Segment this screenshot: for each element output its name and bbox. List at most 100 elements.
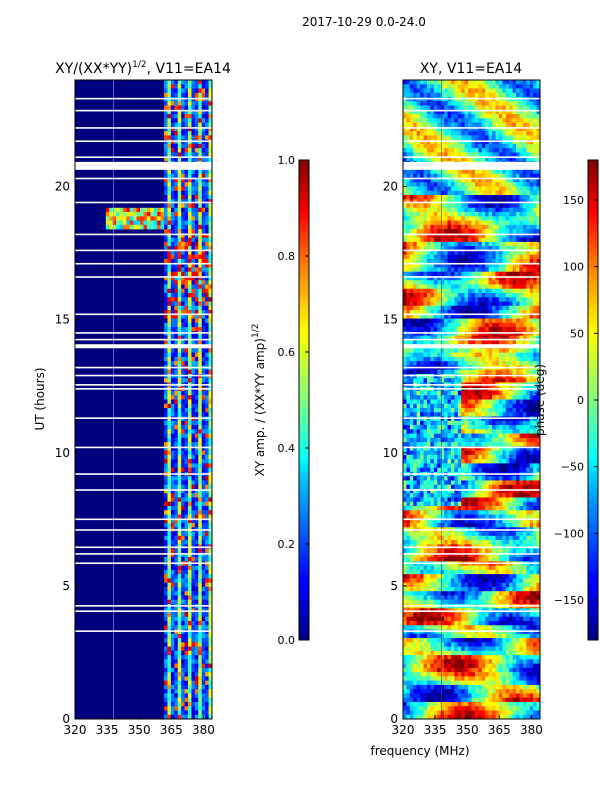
right-heatmap-cell (485, 143, 489, 149)
right-heatmap-cell (509, 271, 513, 277)
left-heatmap-cell (164, 425, 168, 430)
left-heatmap-cell (181, 642, 185, 647)
left-heatmap-cell (167, 314, 172, 319)
right-heatmap-cell (471, 156, 476, 162)
right-heatmap-cell (526, 246, 531, 251)
right-heatmap-cell (437, 152, 441, 157)
right-heatmap-cell (433, 233, 438, 238)
right-heatmap-cell (516, 263, 520, 268)
right-heatmap-cell (430, 212, 435, 217)
right-heatmap-cell (406, 148, 411, 153)
right-heatmap-cell (533, 318, 537, 324)
right-heatmap-cell (502, 327, 507, 332)
right-heatmap-cell (481, 177, 486, 183)
left-heatmap-cell (201, 642, 206, 647)
right-heatmap-cell (471, 297, 476, 302)
right-heatmap-cell (498, 267, 503, 272)
right-heatmap-cell (505, 305, 510, 311)
left-heatmap-cell (191, 586, 196, 592)
right-heatmap-cell (471, 186, 476, 192)
left-heatmap-cell (205, 442, 209, 447)
left-heatmap-cell (191, 233, 196, 238)
left-heatmap-cell (201, 476, 206, 481)
right-heatmap-cell (464, 275, 469, 281)
right-heatmap-cell (430, 314, 435, 319)
right-heatmap-cell (450, 195, 455, 200)
right-heatmap-cell (529, 314, 534, 319)
right-heatmap-cell (444, 254, 448, 260)
right-heatmap-cell (409, 135, 414, 140)
left-heatmap-cell (201, 659, 206, 664)
left-heatmap-cell (164, 301, 168, 307)
right-heatmap-cell (464, 229, 469, 234)
left-heatmap-cell (208, 714, 212, 719)
left-heatmap-cell (177, 229, 182, 234)
left-heatmap-cell (191, 109, 196, 115)
right-heatmap-cell (423, 352, 428, 358)
left-heatmap-cell (177, 459, 182, 464)
left-heatmap-cell (181, 450, 185, 456)
left-heatmap-cell (174, 203, 179, 209)
right-heatmap-cell (505, 207, 510, 213)
left-heatmap-cell (201, 425, 206, 430)
right-heatmap-cell (522, 118, 527, 123)
left-heatmap-cell (181, 582, 185, 588)
left-heatmap-cell (184, 195, 189, 200)
left-heatmap-cell (201, 429, 206, 434)
left-heatmap-cell (167, 361, 172, 366)
right-heatmap-cell (440, 169, 445, 175)
left-heatmap-cell (188, 450, 192, 456)
flag-gap (75, 313, 212, 316)
left-heatmap-cell (194, 621, 199, 626)
left-heatmap-cell (191, 693, 196, 698)
left-heatmap-cell (191, 335, 196, 341)
right-heatmap-cell (430, 250, 435, 255)
left-heatmap-cell (188, 480, 192, 485)
right-heatmap-cell (444, 203, 448, 209)
right-heatmap-cell (447, 126, 452, 132)
right-heatmap-cell (461, 327, 465, 332)
left-heatmap-cell (184, 131, 189, 136)
right-heatmap-cell (495, 318, 500, 324)
left-heatmap-cell (194, 339, 199, 345)
right-heatmap-cell (406, 186, 411, 192)
right-heatmap-cell (457, 92, 462, 98)
right-heatmap-cell (495, 135, 500, 140)
left-heatmap-cell (205, 224, 209, 230)
left-heatmap-cell (181, 118, 185, 123)
right-heatmap-cell (444, 301, 448, 307)
left-heatmap-cell (167, 480, 172, 485)
left-heatmap-cell (174, 275, 179, 281)
right-heatmap-cell (406, 118, 411, 123)
right-heatmap-cell (461, 126, 465, 132)
right-heatmap-cell (488, 258, 493, 264)
flag-gap (75, 165, 212, 170)
left-heatmap-cell (198, 339, 203, 345)
right-heatmap-cell (505, 271, 510, 277)
left-heatmap-cell (184, 293, 189, 298)
right-heatmap-cell (492, 258, 496, 264)
right-heatmap-cell (492, 199, 496, 204)
left-heatmap-cell (181, 263, 185, 268)
left-heatmap-cell (177, 203, 182, 209)
left-heatmap-cell (191, 497, 196, 503)
left-heatmap-cell (194, 207, 199, 213)
left-heatmap-cell (167, 237, 172, 243)
left-heatmap-cell (177, 335, 182, 341)
right-heatmap-cell (440, 135, 445, 140)
left-heatmap-cell (191, 467, 196, 473)
right-heatmap-cell (485, 348, 489, 353)
left-heatmap-cell (184, 659, 189, 664)
left-heatmap-cell (181, 565, 185, 571)
left-heatmap-cell (205, 638, 209, 643)
right-heatmap-cell (461, 207, 465, 213)
right-heatmap-cell (512, 322, 517, 328)
left-heatmap-cell (191, 399, 196, 405)
right-heatmap-cell (495, 101, 500, 106)
right-heatmap-cell (423, 246, 428, 251)
right-heatmap-cell (450, 114, 455, 119)
right-heatmap-cell (536, 275, 540, 281)
right-heatmap-cell (485, 310, 489, 315)
right-heatmap-cell (450, 335, 455, 341)
right-heatmap-cell (450, 267, 455, 272)
